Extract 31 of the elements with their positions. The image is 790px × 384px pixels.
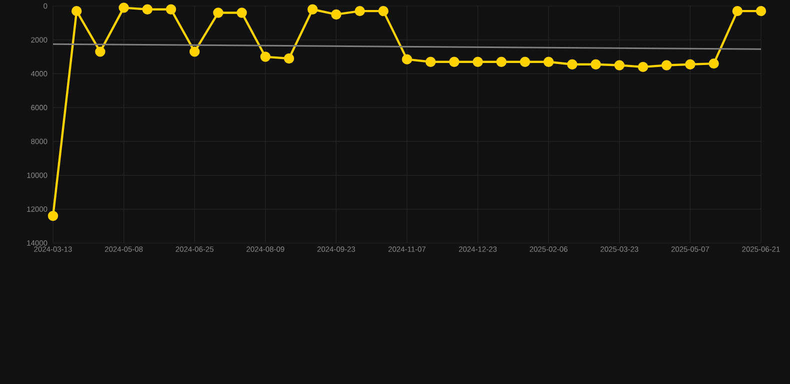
point <box>544 56 554 67</box>
point <box>449 56 460 67</box>
point <box>166 4 176 14</box>
point <box>638 62 648 72</box>
point <box>708 58 719 69</box>
point <box>496 56 506 67</box>
point <box>662 60 672 70</box>
point <box>118 2 129 13</box>
point <box>590 59 601 70</box>
point <box>190 46 200 57</box>
point <box>284 53 294 64</box>
point <box>142 4 152 14</box>
point <box>472 56 483 67</box>
point <box>685 59 696 70</box>
point <box>95 46 106 57</box>
point <box>260 52 270 62</box>
point <box>354 6 365 16</box>
point <box>614 60 624 70</box>
point <box>520 56 530 67</box>
point <box>426 56 436 67</box>
point <box>331 9 342 20</box>
point <box>213 8 224 18</box>
point <box>567 59 578 70</box>
point <box>48 210 58 222</box>
point <box>72 6 82 16</box>
point <box>308 4 318 14</box>
point <box>756 6 766 16</box>
point <box>732 6 743 16</box>
point <box>236 8 247 18</box>
point <box>378 6 388 16</box>
point <box>402 54 412 64</box>
